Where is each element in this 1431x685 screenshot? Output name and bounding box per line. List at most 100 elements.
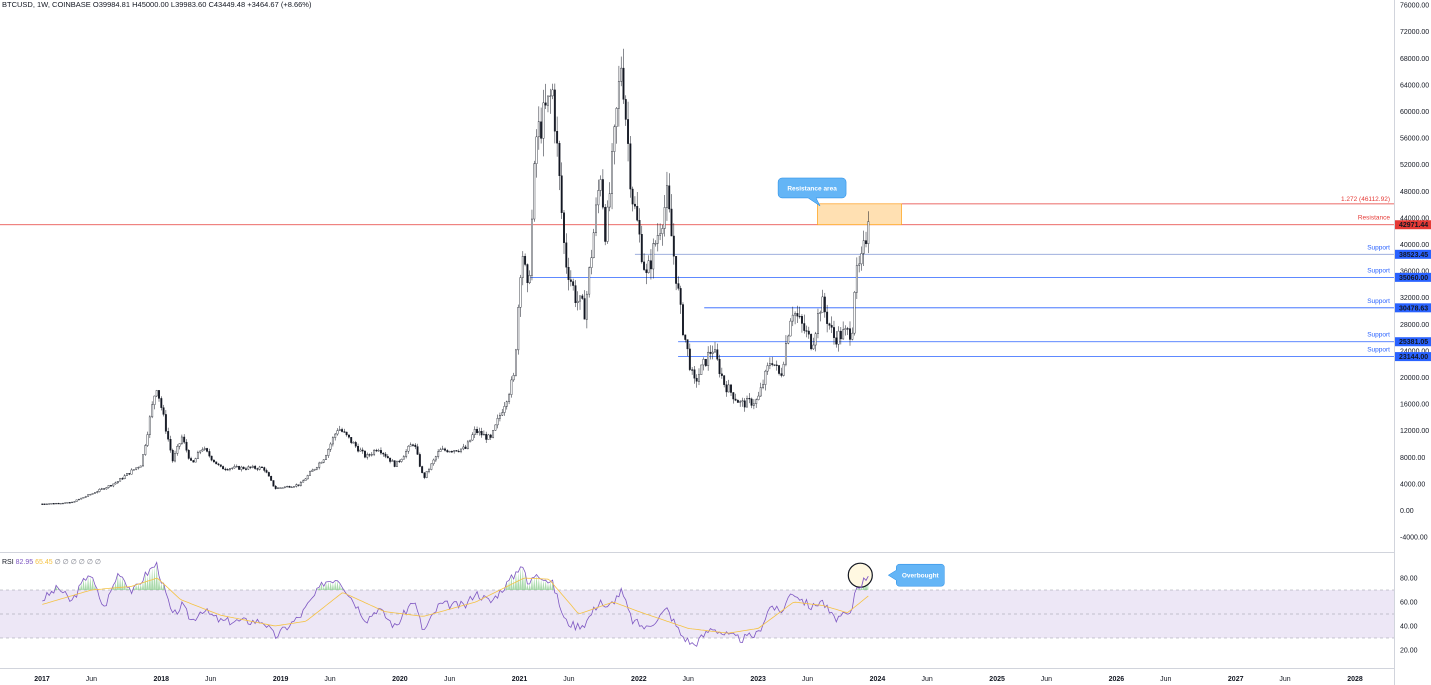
overbought-circle[interactable] — [847, 562, 873, 588]
candle-body — [233, 466, 236, 469]
time-tick-label: Jun — [444, 676, 455, 683]
candle-body — [826, 311, 829, 324]
support-price-tag — [1395, 272, 1431, 282]
candle-body — [819, 312, 822, 314]
candle-body — [679, 288, 682, 305]
candle-body — [132, 469, 135, 471]
candle-body — [581, 295, 584, 299]
candle-body — [746, 398, 748, 408]
candle-body — [460, 448, 462, 452]
symbol-interval: 1W — [37, 0, 49, 9]
candle-body — [860, 253, 863, 265]
candle-body — [572, 281, 575, 286]
candle-body — [144, 445, 147, 455]
candle-body — [107, 485, 110, 488]
price-tick-label: 36000.00 — [1400, 269, 1429, 276]
candle-body — [386, 456, 389, 459]
candle-body — [547, 95, 549, 106]
resistance-area-callout-text: Resistance area — [787, 185, 837, 192]
candle-body — [741, 400, 744, 402]
ohlc-change: +3464.67 (+8.66%) — [247, 0, 312, 9]
candle-body — [293, 486, 295, 488]
candle-body — [247, 466, 250, 470]
candle-body — [579, 295, 581, 302]
candle-body — [640, 234, 643, 263]
support-label: Support — [1367, 267, 1390, 274]
candle-body — [780, 373, 783, 376]
rsi-tick-label: 60.00 — [1400, 600, 1418, 607]
candle-body — [199, 450, 202, 453]
candle-body — [645, 269, 648, 273]
candle-body — [82, 497, 85, 499]
candle-body — [68, 502, 71, 504]
candle-body — [334, 433, 337, 438]
rsi-legend: RSI 82.95 65.45 ∅ ∅ ∅ ∅ ∅ ∅ — [2, 559, 101, 566]
price-tick-label: 20000.00 — [1400, 375, 1429, 382]
candle-body — [727, 384, 730, 393]
rsi-legend-na: ∅ — [71, 559, 77, 566]
time-tick-label: Jun — [1160, 676, 1171, 683]
candle-body — [96, 491, 99, 493]
overbought-callout[interactable] — [887, 563, 945, 587]
rsi-legend-na: ∅ — [55, 559, 61, 566]
candle-body — [718, 358, 721, 375]
candle-body — [169, 439, 172, 451]
candle-body — [231, 467, 234, 469]
candle-body — [208, 451, 211, 457]
candle-body — [514, 349, 517, 376]
candle-body — [428, 469, 430, 472]
candle-body — [407, 445, 410, 452]
candle-body — [94, 492, 96, 494]
support-price-tag — [1395, 303, 1431, 313]
candle-body — [315, 467, 318, 470]
price-axis[interactable]: 76000.00 72000.00 68000.00 64000.00 60000.00… — [1395, 3, 1431, 655]
candle-body — [41, 503, 44, 505]
time-tick-label: 2026 — [1109, 676, 1125, 683]
candle-body — [654, 243, 657, 245]
price-tick-label: 76000.00 — [1400, 3, 1429, 10]
time-axis[interactable]: 2017 Jun 2018 Jun 2019 Jun 2020 Jun 2021 Jun 2022 J… — [34, 676, 1363, 683]
candle-body — [405, 451, 408, 457]
support-price-tag-text: 35060.00 — [1399, 275, 1428, 282]
candle-body — [45, 503, 48, 505]
candle-body — [338, 429, 341, 431]
candle-body — [391, 460, 394, 462]
candle-body — [302, 480, 305, 483]
candle-body — [309, 471, 311, 476]
resistance-zone[interactable] — [817, 203, 902, 226]
candle-body — [466, 441, 469, 449]
rsi-legend-na: ∅ — [87, 559, 93, 566]
rsi-pane[interactable]: RSI 82.95 65.45 ∅ ∅ ∅ ∅ ∅ ∅ Overbought — [0, 559, 1394, 647]
time-tick-label: 2018 — [154, 676, 170, 683]
candle-body — [430, 463, 433, 470]
support-price-tag — [1395, 352, 1431, 362]
candle-body — [684, 334, 687, 340]
candle-body — [798, 315, 801, 318]
candle-body — [512, 375, 515, 381]
support-label: Support — [1367, 244, 1390, 251]
candle-body — [142, 454, 144, 467]
price-tick-label: 8000.00 — [1400, 455, 1425, 462]
price-tick-label: 4000.00 — [1400, 481, 1425, 488]
candle-body — [377, 450, 380, 452]
candle-body — [256, 468, 259, 470]
candle-body — [112, 483, 115, 487]
candle-body — [43, 503, 46, 505]
candle-body — [670, 208, 673, 237]
candle-body — [624, 99, 627, 120]
candle-body — [817, 313, 819, 334]
candle-body — [366, 454, 369, 458]
candle-body — [627, 119, 630, 144]
candle-body — [661, 228, 664, 235]
candle-body — [865, 240, 867, 245]
symbol-name: BTCUSD — [2, 0, 33, 9]
candle-body — [261, 466, 263, 469]
resistance-area-callout[interactable] — [777, 177, 847, 207]
price-pane[interactable]: 1.272 (46112.92) Resistance Support Support… — [0, 48, 1394, 505]
candle-body — [464, 446, 467, 449]
candle-body — [565, 242, 568, 268]
candle-body — [549, 95, 552, 97]
price-tick-label: 68000.00 — [1400, 56, 1429, 63]
candle-body — [98, 489, 101, 492]
